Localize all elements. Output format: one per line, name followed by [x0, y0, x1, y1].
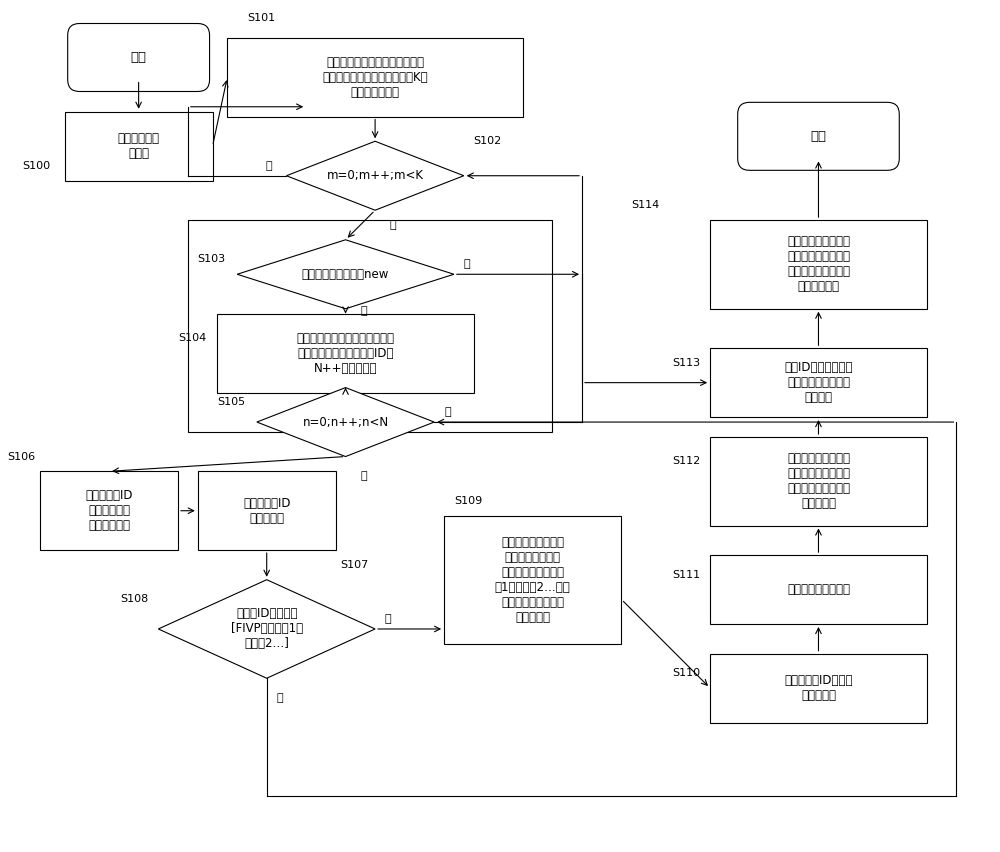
FancyBboxPatch shape: [198, 471, 336, 550]
Text: S113: S113: [672, 358, 700, 368]
FancyBboxPatch shape: [710, 653, 927, 722]
Text: S112: S112: [672, 457, 700, 467]
Polygon shape: [257, 388, 434, 457]
Text: 否: 否: [464, 259, 470, 269]
Text: 是: 是: [360, 471, 367, 481]
FancyBboxPatch shape: [217, 314, 474, 393]
FancyBboxPatch shape: [444, 515, 621, 644]
Text: 结束: 结束: [810, 130, 826, 143]
Text: 记录分析项ID及对应
的分析标题: 记录分析项ID及对应 的分析标题: [784, 674, 853, 702]
Text: 否: 否: [265, 161, 272, 171]
Polygon shape: [237, 239, 454, 308]
Text: S108: S108: [120, 595, 148, 604]
Text: 获取系统发布单号、设计基线、
数据基线、子系统发布单个数K等
信息，保存信息: 获取系统发布单号、设计基线、 数据基线、子系统发布单个数K等 信息，保存信息: [322, 55, 428, 99]
Text: S104: S104: [178, 333, 206, 343]
Text: 根据关键字获取对应
标题的分析内容、分
配的测试阶段、用例
编号等信息: 根据关键字获取对应 标题的分析内容、分 配的测试阶段、用例 编号等信息: [787, 452, 850, 510]
FancyBboxPatch shape: [710, 555, 927, 624]
Text: S100: S100: [22, 161, 50, 171]
Text: S106: S106: [7, 452, 35, 462]
Text: S103: S103: [198, 255, 226, 264]
Text: 是: 是: [385, 614, 392, 625]
Polygon shape: [158, 579, 375, 678]
Text: S111: S111: [672, 570, 700, 579]
Text: S114: S114: [631, 200, 660, 210]
Text: 逐条输出分析项各项
内容，输出发布单数
据软件版本信息形成
影响分析报告: 逐条输出分析项各项 内容，输出发布单数 据软件版本信息形成 影响分析报告: [787, 235, 850, 293]
Text: S110: S110: [672, 668, 700, 678]
Text: 分析内容记录为：根
据缺陷描述执行测
试；测试分配至子系
统1，子系统2…；获
取关联用例编号；完
成信息保存: 分析内容记录为：根 据缺陷描述执行测 试；测试分配至子系 统1，子系统2…；获 …: [495, 536, 571, 624]
Text: 记录ID号、标题、分
析内容、测试阶段、
用例编号: 记录ID号、标题、分 析内容、测试阶段、 用例编号: [784, 361, 853, 404]
FancyBboxPatch shape: [68, 24, 210, 91]
Text: 分析项ID关键字为
[FIVP，子系统1，
子系统2…]: 分析项ID关键字为 [FIVP，子系统1， 子系统2…]: [231, 607, 303, 650]
Text: 是: 是: [390, 220, 397, 230]
Text: 否: 否: [277, 693, 283, 703]
FancyBboxPatch shape: [40, 471, 178, 550]
Text: 解析分析标题关键词: 解析分析标题关键词: [787, 583, 850, 596]
Text: S105: S105: [217, 397, 246, 407]
Text: m=0;m++;m<K: m=0;m++;m<K: [327, 170, 424, 182]
Text: S102: S102: [474, 136, 502, 147]
FancyBboxPatch shape: [710, 348, 927, 417]
FancyBboxPatch shape: [710, 437, 927, 526]
Polygon shape: [286, 141, 464, 210]
Text: S107: S107: [341, 560, 369, 570]
Text: 获取子系统发布单的单号信息，
分配至本轮测试的测试项ID，
N++，保存信息: 获取子系统发布单的单号信息， 分配至本轮测试的测试项ID， N++，保存信息: [297, 331, 395, 375]
FancyBboxPatch shape: [65, 112, 213, 181]
FancyBboxPatch shape: [227, 37, 523, 117]
Text: 获取分析项ID
对应的描述内
容，保存信息: 获取分析项ID 对应的描述内 容，保存信息: [85, 489, 133, 532]
Text: 输入系统发布
单单号: 输入系统发布 单单号: [118, 132, 160, 160]
Text: S101: S101: [247, 13, 275, 23]
Text: 开始: 开始: [131, 51, 147, 64]
Text: 子系统发布单状态为new: 子系统发布单状态为new: [302, 268, 389, 281]
Text: n=0;n++;n<N: n=0;n++;n<N: [302, 416, 389, 429]
Text: S109: S109: [454, 496, 482, 506]
FancyBboxPatch shape: [710, 220, 927, 308]
Text: 是: 是: [360, 306, 367, 316]
Text: 否: 否: [444, 407, 451, 417]
Text: 提取分析项ID
关键字信息: 提取分析项ID 关键字信息: [243, 497, 290, 525]
FancyBboxPatch shape: [738, 102, 899, 170]
